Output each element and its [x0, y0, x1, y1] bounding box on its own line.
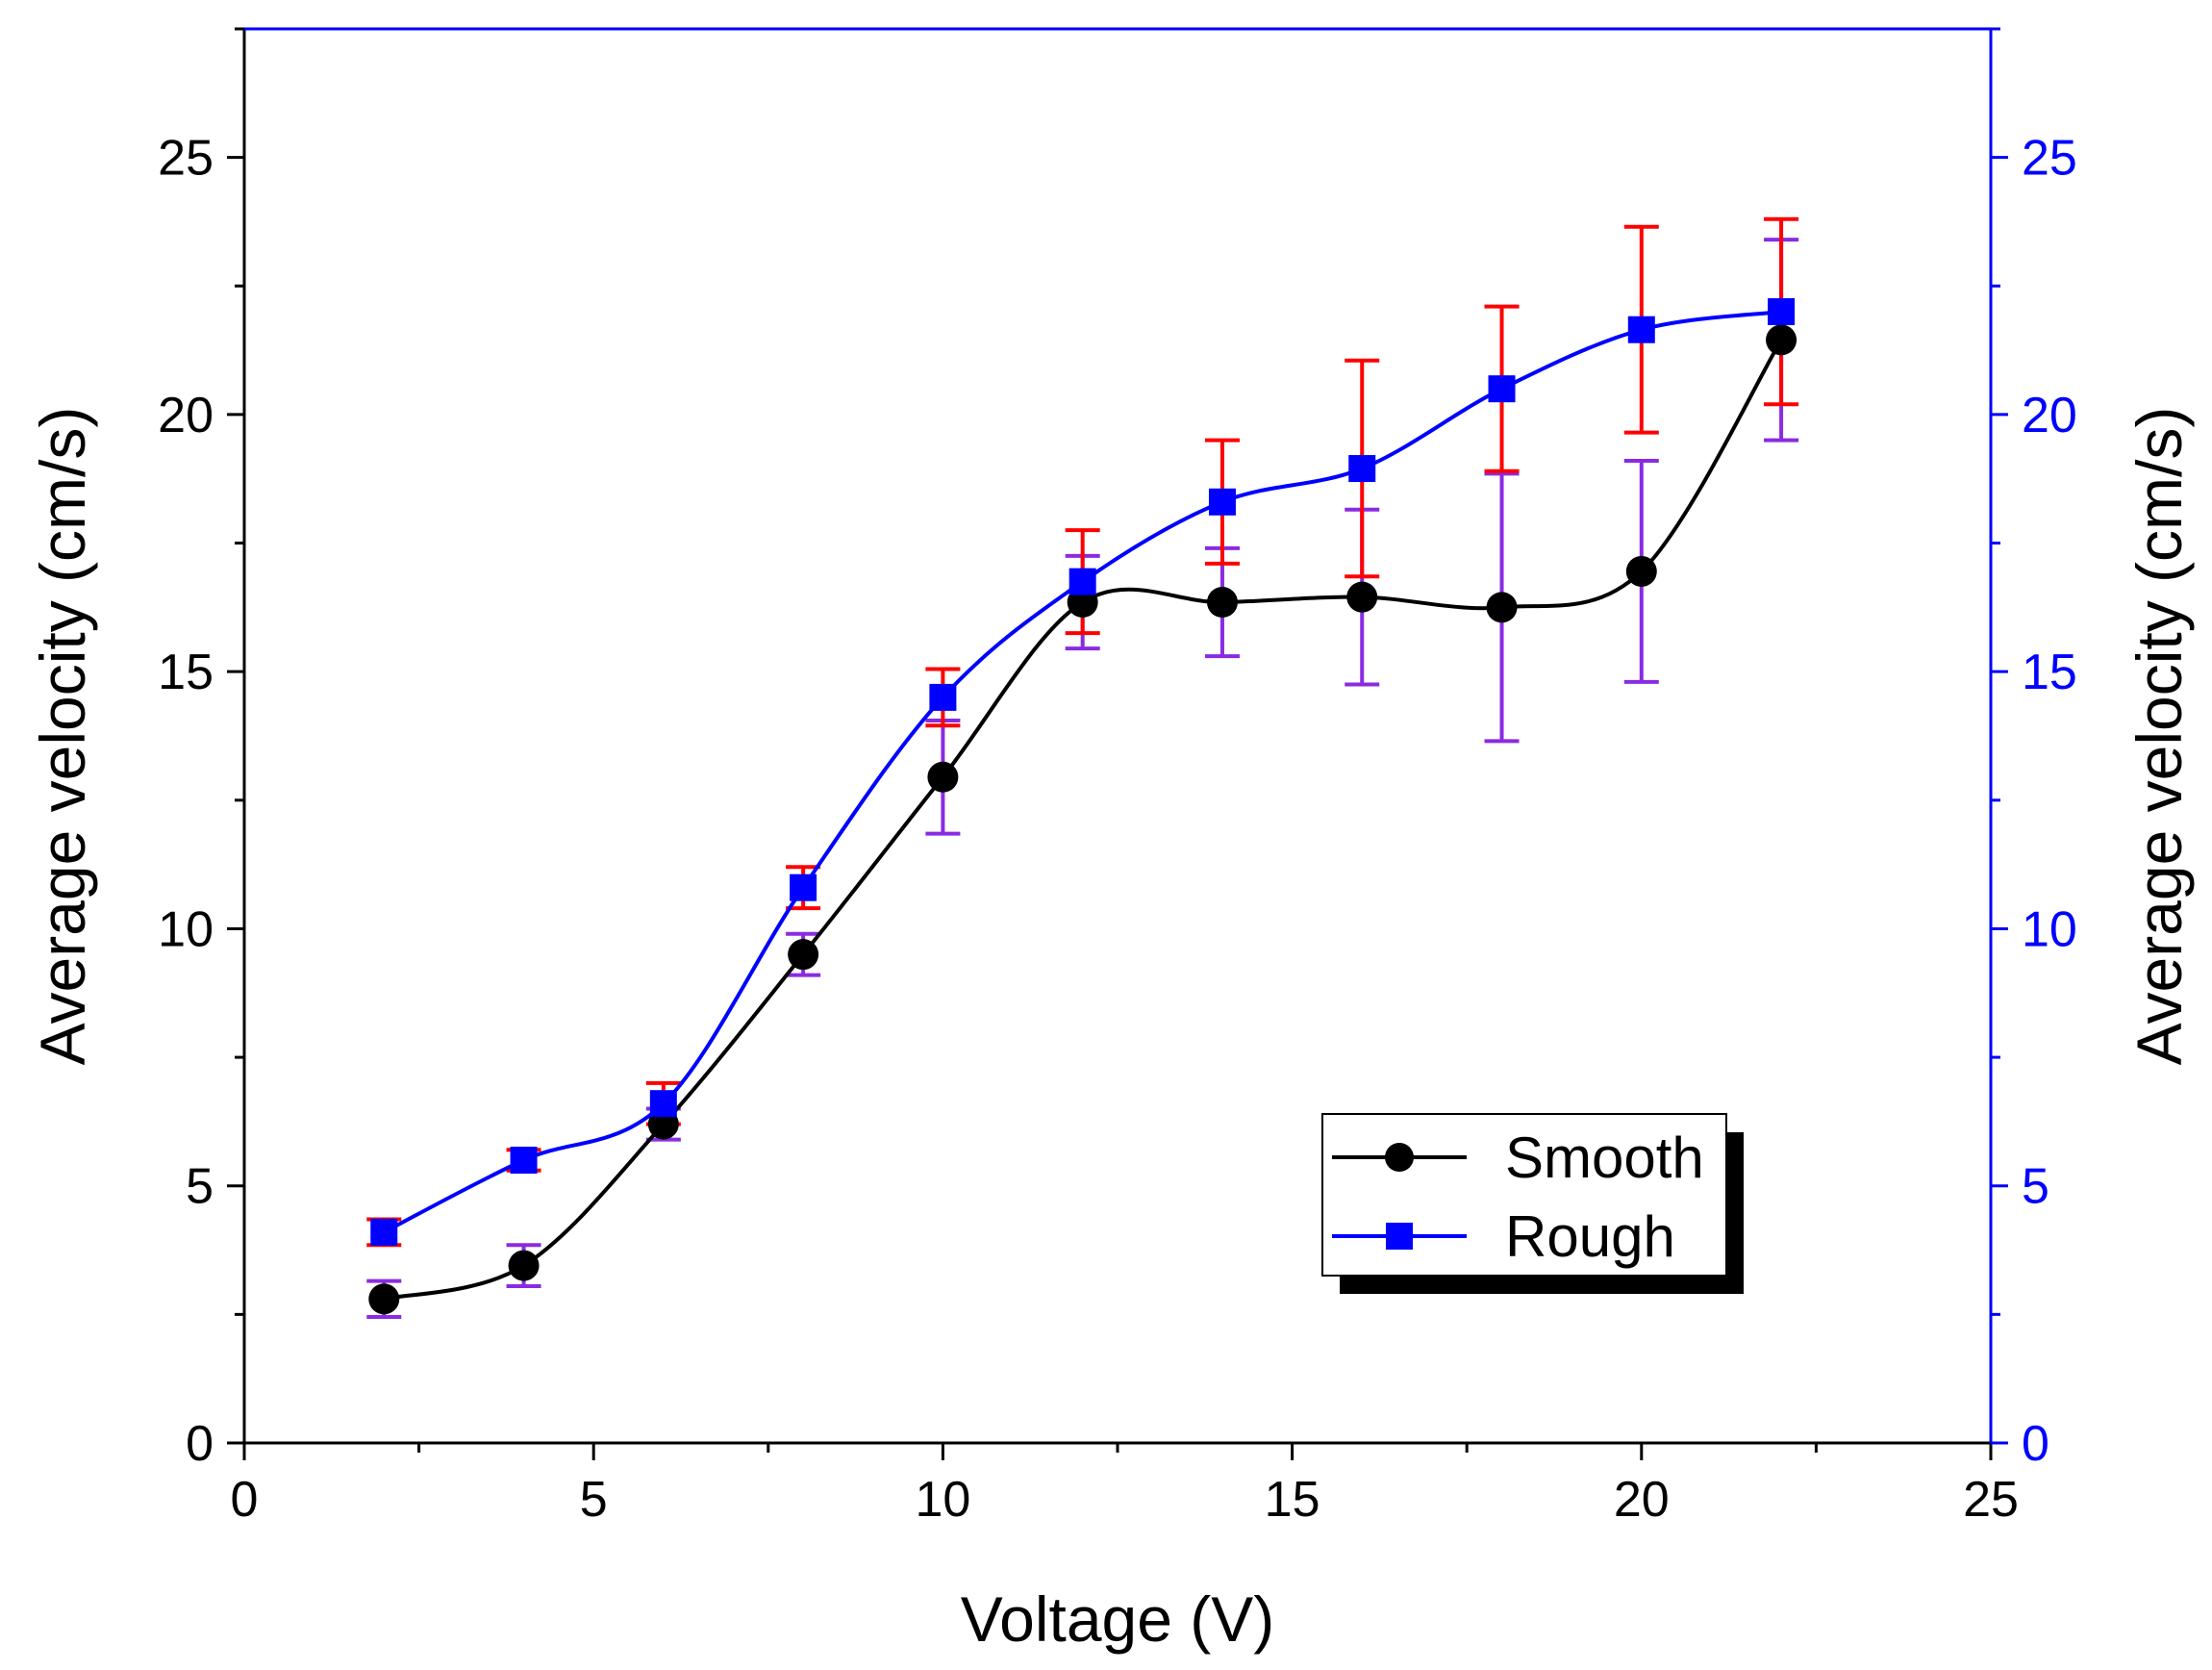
- data-point: [788, 939, 819, 971]
- y-tick-label-right: 10: [2022, 901, 2077, 957]
- data-point: [368, 1283, 400, 1315]
- data-point: [510, 1147, 538, 1174]
- data-point: [649, 1090, 677, 1118]
- legend: Smooth Rough: [1321, 1113, 1744, 1294]
- series-line-smooth: [383, 339, 1783, 1302]
- y-tick-label-left: 15: [158, 645, 214, 700]
- x-tick-label: 0: [231, 1472, 259, 1528]
- data-point: [1206, 587, 1238, 619]
- x-axis-title: Voltage (V): [961, 1583, 1275, 1655]
- data-point: [1488, 375, 1516, 403]
- y-tick-label-left: 20: [158, 388, 214, 443]
- y-axis-title-left: Average velocity (cm/s): [27, 407, 98, 1066]
- data-point: [1768, 298, 1796, 325]
- x-tick-label: 10: [915, 1472, 970, 1528]
- x-tick-label: 5: [580, 1472, 608, 1528]
- y-tick-label-left: 10: [158, 901, 214, 957]
- data-point: [790, 873, 817, 901]
- data-point: [1766, 324, 1797, 356]
- y-ticks-right: 0 5 10 15 20 25: [1991, 27, 2077, 1472]
- x-tick-label: 15: [1265, 1472, 1320, 1528]
- data-point: [508, 1250, 540, 1281]
- y-tick-label-left: 0: [186, 1416, 214, 1472]
- data-point: [1627, 316, 1655, 343]
- y-ticks-left: 0 5 10 15 20 25: [158, 27, 244, 1472]
- data-point: [1346, 581, 1378, 613]
- data-point: [929, 683, 957, 711]
- legend-rough-marker: [1386, 1223, 1413, 1250]
- x-tick-label: 20: [1614, 1472, 1670, 1528]
- x-ticks: 0 5 10 15 20 25: [231, 1443, 2019, 1528]
- y-tick-label-right: 5: [2022, 1159, 2049, 1215]
- y-tick-label-right: 20: [2022, 388, 2077, 443]
- legend-rough-label: Rough: [1505, 1204, 1675, 1269]
- y-tick-label-right: 25: [2022, 131, 2077, 187]
- legend-smooth-label: Smooth: [1505, 1126, 1704, 1190]
- x-tick-label: 25: [1963, 1472, 2019, 1528]
- data-point: [1068, 568, 1096, 595]
- y-tick-label-right: 15: [2022, 645, 2077, 700]
- markers-rough: [370, 298, 1796, 1246]
- data-point: [1348, 455, 1376, 483]
- data-point: [927, 761, 959, 793]
- data-point: [370, 1218, 398, 1246]
- y-axis-title-right: Average velocity (cm/s): [2124, 407, 2195, 1066]
- data-point: [1625, 555, 1657, 587]
- y-tick-label-left: 25: [158, 131, 214, 187]
- legend-smooth-marker: [1385, 1143, 1414, 1172]
- data-point: [1486, 592, 1518, 623]
- data-point: [1208, 488, 1236, 516]
- series-line-rough: [383, 310, 1782, 1234]
- y-tick-label-left: 5: [186, 1159, 214, 1215]
- y-tick-label-right: 0: [2022, 1416, 2049, 1472]
- series-layer: [366, 216, 1799, 1320]
